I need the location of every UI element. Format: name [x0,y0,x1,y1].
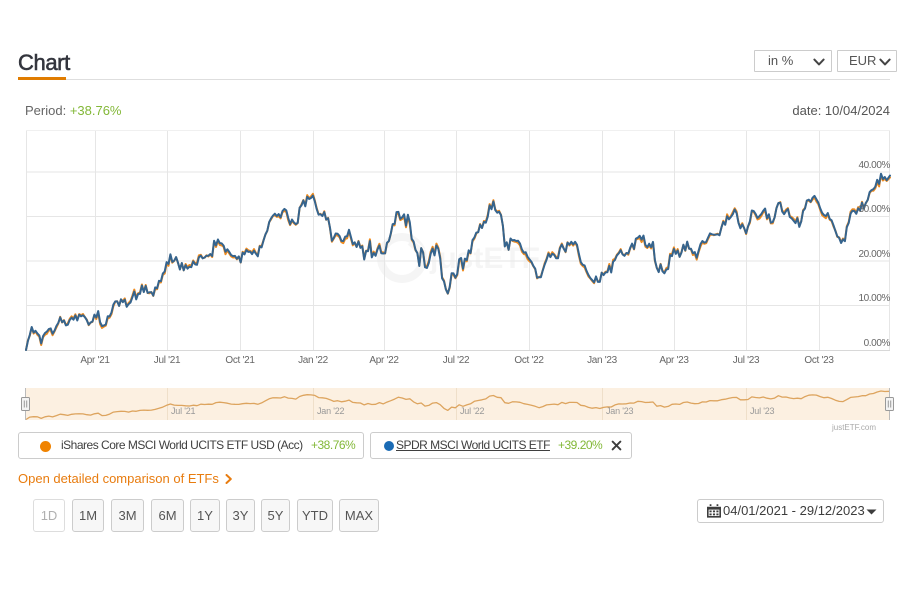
svg-text:justETF: justETF [429,242,540,275]
